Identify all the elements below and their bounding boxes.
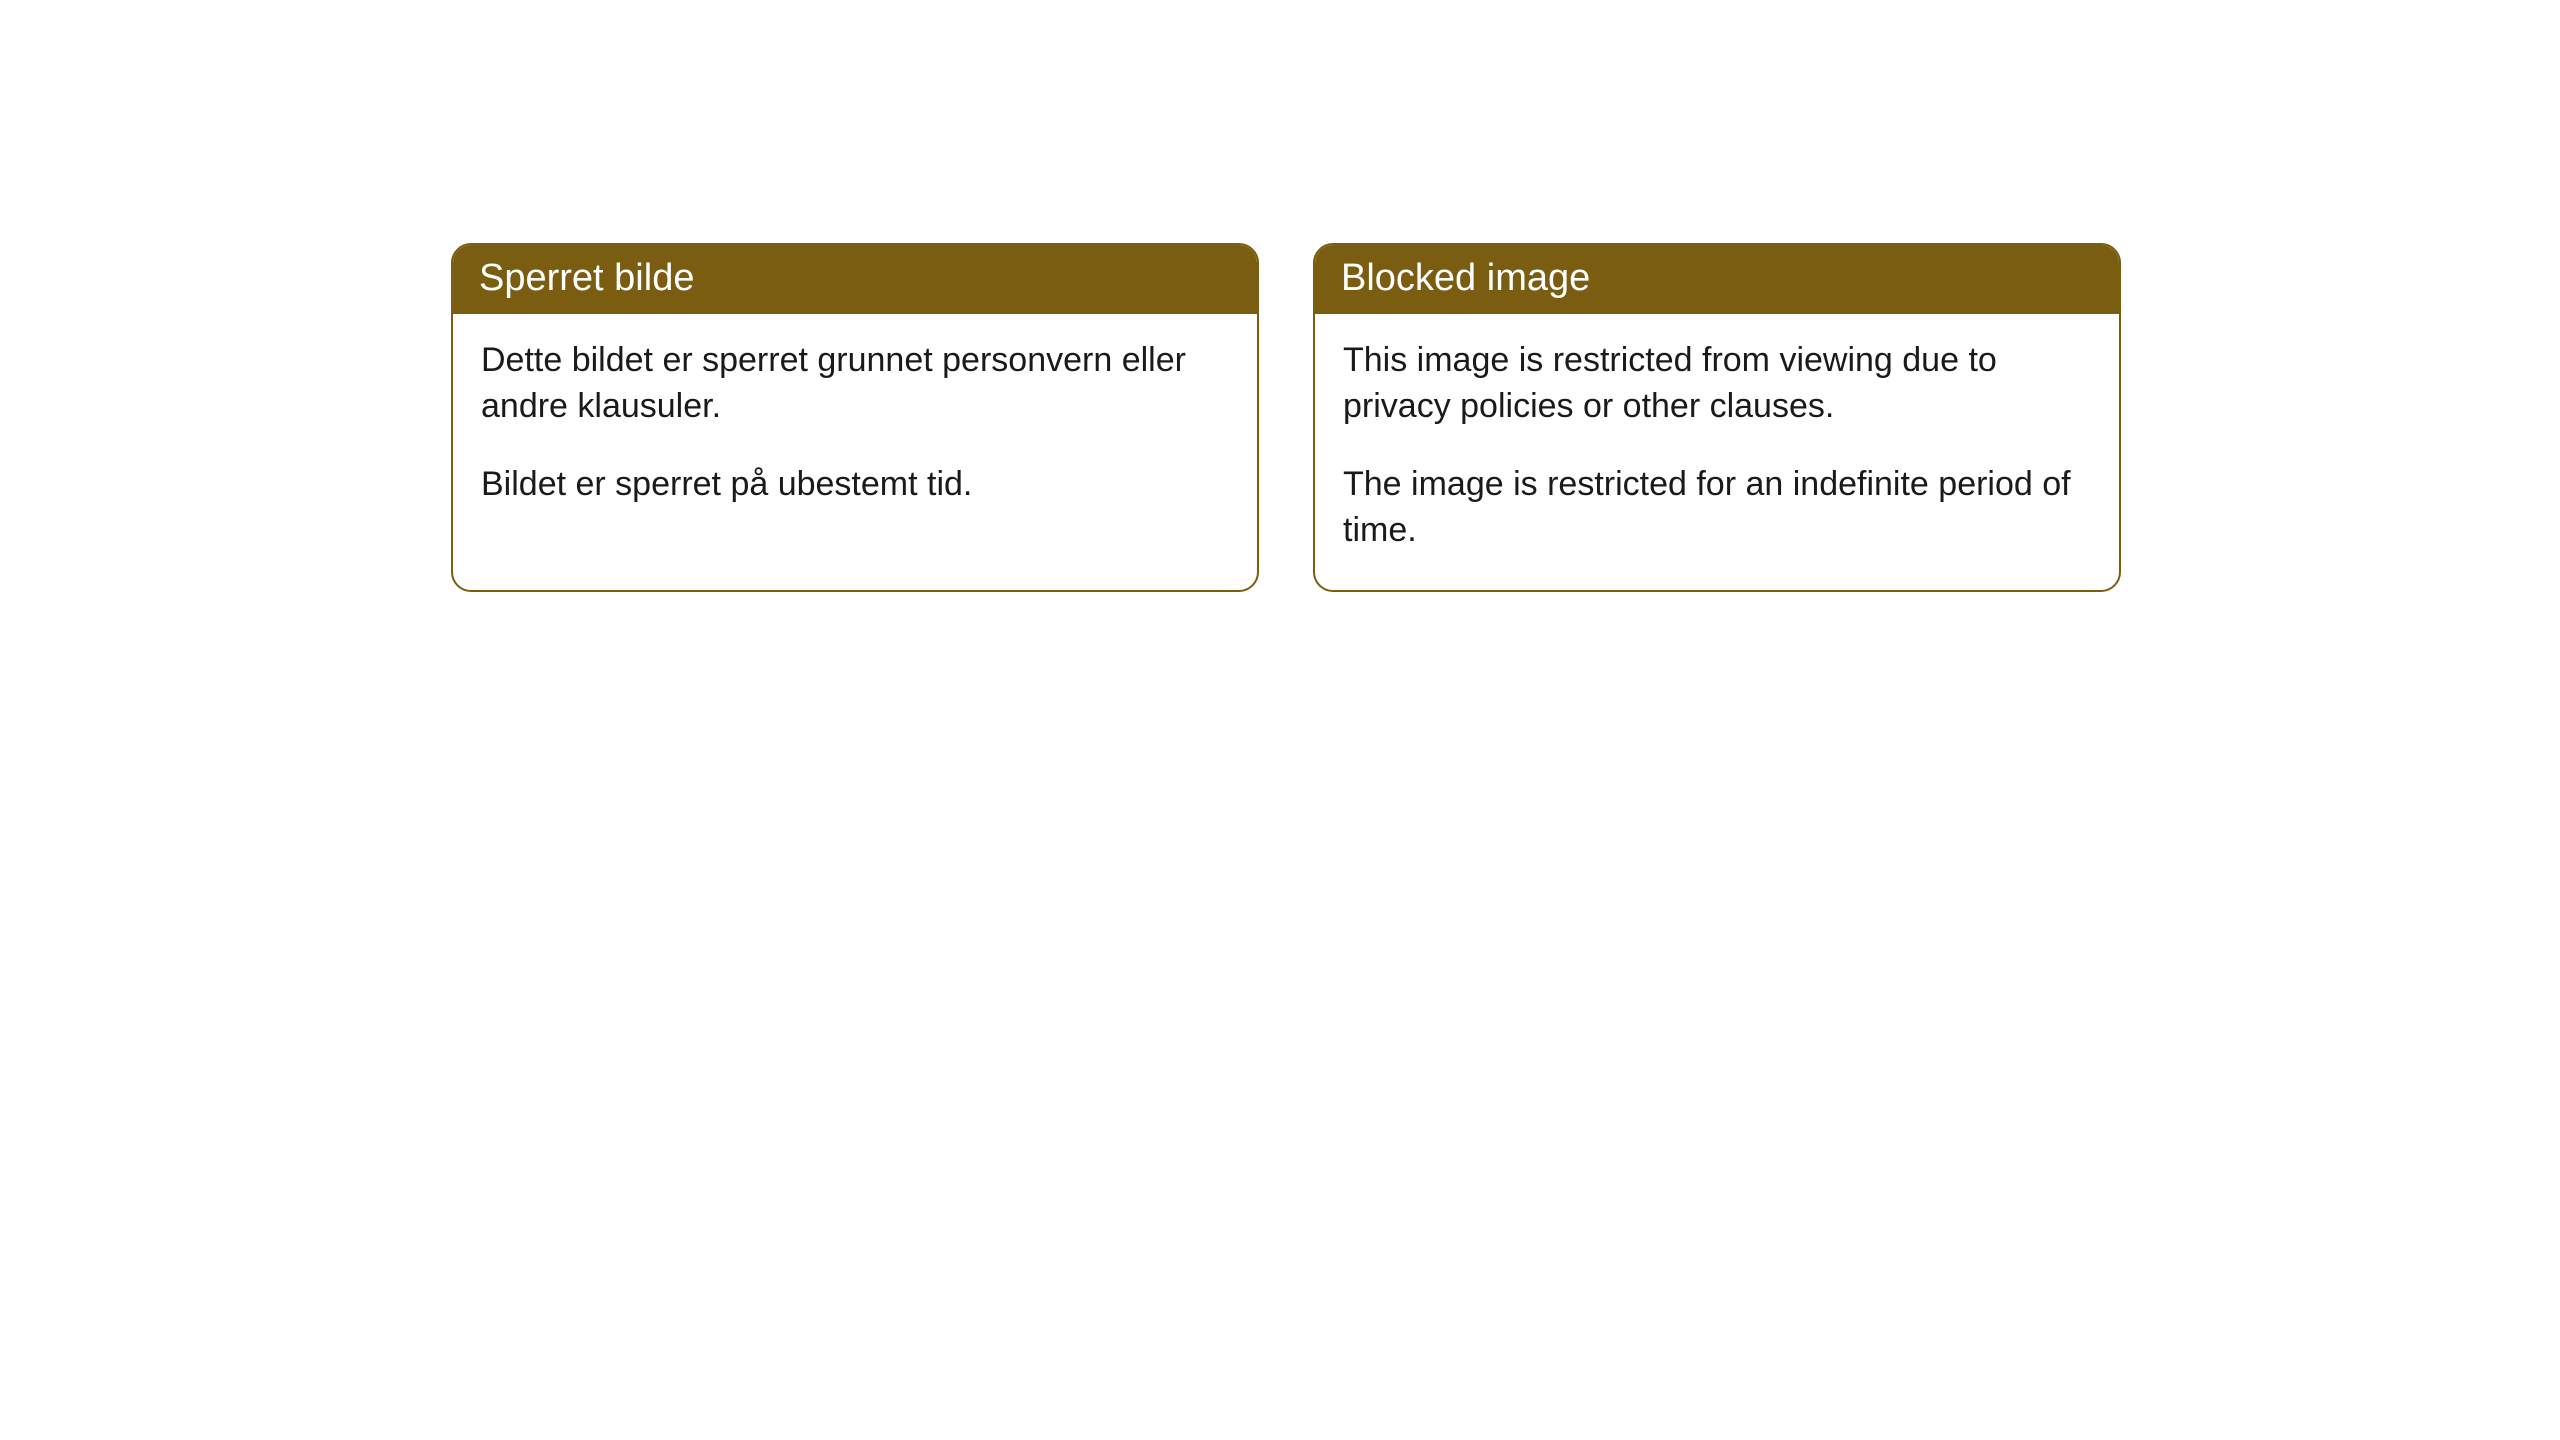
- notice-card-english: Blocked image This image is restricted f…: [1313, 243, 2121, 592]
- notice-card-norwegian: Sperret bilde Dette bildet er sperret gr…: [451, 243, 1259, 592]
- card-paragraph: Dette bildet er sperret grunnet personve…: [481, 338, 1229, 430]
- card-header: Blocked image: [1315, 245, 2119, 314]
- card-paragraph: This image is restricted from viewing du…: [1343, 338, 2091, 430]
- card-body: Dette bildet er sperret grunnet personve…: [453, 314, 1257, 544]
- notice-cards-container: Sperret bilde Dette bildet er sperret gr…: [0, 0, 2560, 592]
- card-paragraph: Bildet er sperret på ubestemt tid.: [481, 462, 1229, 508]
- card-title: Blocked image: [1341, 257, 1590, 299]
- card-header: Sperret bilde: [453, 245, 1257, 314]
- card-title: Sperret bilde: [479, 257, 694, 299]
- card-paragraph: The image is restricted for an indefinit…: [1343, 462, 2091, 554]
- card-body: This image is restricted from viewing du…: [1315, 314, 2119, 590]
